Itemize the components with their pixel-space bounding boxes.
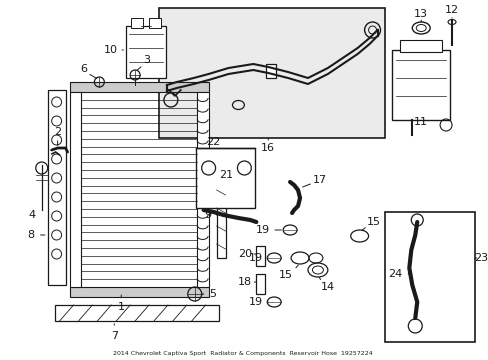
Bar xyxy=(256,274,264,294)
Text: 8: 8 xyxy=(27,230,34,240)
Text: 1: 1 xyxy=(118,302,124,312)
Text: 2014 Chevrolet Captiva Sport  Radiator & Components  Reservoir Hose  19257224: 2014 Chevrolet Captiva Sport Radiator & … xyxy=(112,351,371,356)
Bar xyxy=(126,26,165,78)
Text: 3: 3 xyxy=(143,55,150,65)
Bar xyxy=(196,92,208,287)
Text: 6: 6 xyxy=(80,64,87,74)
Text: 19: 19 xyxy=(256,225,270,235)
Text: 10: 10 xyxy=(104,45,118,55)
Text: 22: 22 xyxy=(206,137,220,147)
Text: 13: 13 xyxy=(413,9,427,19)
Text: 21: 21 xyxy=(219,170,233,180)
Bar xyxy=(265,64,276,78)
Text: 24: 24 xyxy=(387,269,402,279)
Bar xyxy=(392,50,449,120)
Text: 19: 19 xyxy=(249,297,263,307)
Bar xyxy=(256,246,264,266)
Text: 2: 2 xyxy=(54,127,61,137)
Text: 12: 12 xyxy=(444,5,458,15)
Text: 4: 4 xyxy=(28,210,35,220)
Text: 7: 7 xyxy=(110,331,118,341)
Bar xyxy=(400,40,441,52)
Text: 20: 20 xyxy=(238,249,252,259)
Bar xyxy=(69,92,81,287)
Text: 14: 14 xyxy=(320,282,334,292)
Text: 15: 15 xyxy=(366,217,380,227)
Text: 11: 11 xyxy=(413,117,427,127)
Text: 23: 23 xyxy=(473,253,487,263)
Bar xyxy=(385,212,474,342)
Bar xyxy=(48,90,65,285)
Text: 15: 15 xyxy=(279,270,292,280)
Text: 9: 9 xyxy=(203,210,211,220)
Bar xyxy=(69,287,208,297)
Text: 19: 19 xyxy=(249,253,263,263)
Bar xyxy=(159,8,385,138)
Text: 17: 17 xyxy=(312,175,326,185)
Text: 5: 5 xyxy=(209,289,216,299)
Text: 18: 18 xyxy=(238,277,252,287)
Bar xyxy=(55,305,218,321)
Bar xyxy=(216,180,225,258)
Bar xyxy=(195,148,255,208)
Text: 16: 16 xyxy=(261,143,275,153)
Bar xyxy=(131,18,143,28)
Bar xyxy=(69,82,208,92)
Bar xyxy=(149,18,161,28)
